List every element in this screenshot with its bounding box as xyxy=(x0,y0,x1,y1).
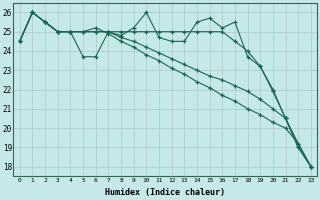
X-axis label: Humidex (Indice chaleur): Humidex (Indice chaleur) xyxy=(105,188,225,197)
